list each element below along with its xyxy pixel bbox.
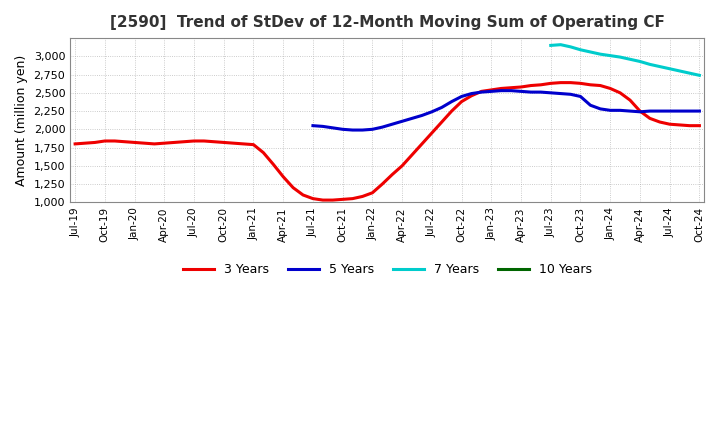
- Y-axis label: Amount (million yen): Amount (million yen): [15, 55, 28, 186]
- 5 Years: [318, 124, 327, 129]
- 5 Years: [338, 127, 347, 132]
- Legend: 3 Years, 5 Years, 7 Years, 10 Years: 3 Years, 5 Years, 7 Years, 10 Years: [178, 258, 597, 282]
- 5 Years: [428, 109, 436, 114]
- Line: 3 Years: 3 Years: [75, 83, 699, 200]
- 7 Years: [596, 51, 605, 57]
- 5 Years: [467, 91, 476, 96]
- 5 Years: [309, 123, 318, 128]
- 5 Years: [398, 119, 407, 124]
- 7 Years: [586, 49, 595, 55]
- 5 Years: [526, 89, 535, 95]
- 5 Years: [438, 105, 446, 110]
- 5 Years: [507, 88, 516, 93]
- 5 Years: [685, 108, 694, 114]
- 5 Years: [477, 89, 486, 95]
- 3 Years: [477, 89, 486, 94]
- 5 Years: [695, 108, 703, 114]
- 5 Years: [675, 108, 684, 114]
- 5 Years: [487, 89, 495, 94]
- 3 Years: [388, 172, 397, 177]
- 7 Years: [616, 55, 624, 60]
- 7 Years: [675, 68, 684, 73]
- 5 Years: [536, 89, 545, 95]
- 7 Years: [695, 73, 703, 78]
- 3 Years: [318, 198, 327, 203]
- 7 Years: [557, 42, 565, 48]
- 5 Years: [497, 88, 505, 93]
- 5 Years: [408, 116, 416, 121]
- 3 Years: [557, 80, 565, 85]
- 7 Years: [626, 57, 634, 62]
- 5 Years: [368, 127, 377, 132]
- 5 Years: [418, 113, 426, 118]
- 5 Years: [636, 109, 644, 114]
- Line: 7 Years: 7 Years: [551, 45, 699, 75]
- 7 Years: [655, 64, 664, 69]
- 7 Years: [606, 53, 615, 58]
- 3 Years: [695, 123, 703, 128]
- 5 Years: [616, 108, 624, 113]
- 5 Years: [517, 89, 526, 94]
- 3 Years: [338, 197, 347, 202]
- 3 Years: [487, 87, 495, 92]
- 5 Years: [665, 108, 674, 114]
- 7 Years: [646, 62, 654, 67]
- 5 Years: [546, 90, 555, 95]
- 5 Years: [457, 94, 466, 99]
- 3 Years: [428, 130, 436, 136]
- 5 Years: [566, 92, 575, 97]
- 5 Years: [557, 91, 565, 96]
- 7 Years: [576, 47, 585, 52]
- 5 Years: [646, 108, 654, 114]
- 5 Years: [358, 128, 366, 133]
- 7 Years: [546, 43, 555, 48]
- 7 Years: [685, 70, 694, 76]
- 5 Years: [348, 128, 357, 133]
- 7 Years: [566, 44, 575, 50]
- 5 Years: [626, 108, 634, 114]
- Line: 5 Years: 5 Years: [313, 91, 699, 130]
- 5 Years: [576, 94, 585, 99]
- 5 Years: [606, 108, 615, 113]
- 5 Years: [447, 99, 456, 104]
- 3 Years: [150, 141, 158, 147]
- 7 Years: [665, 66, 674, 71]
- Title: [2590]  Trend of StDev of 12-Month Moving Sum of Operating CF: [2590] Trend of StDev of 12-Month Moving…: [110, 15, 665, 30]
- 5 Years: [378, 125, 387, 130]
- 5 Years: [328, 125, 337, 131]
- 5 Years: [655, 108, 664, 114]
- 7 Years: [636, 59, 644, 64]
- 5 Years: [596, 106, 605, 111]
- 3 Years: [71, 141, 79, 147]
- 5 Years: [586, 103, 595, 108]
- 5 Years: [388, 121, 397, 127]
